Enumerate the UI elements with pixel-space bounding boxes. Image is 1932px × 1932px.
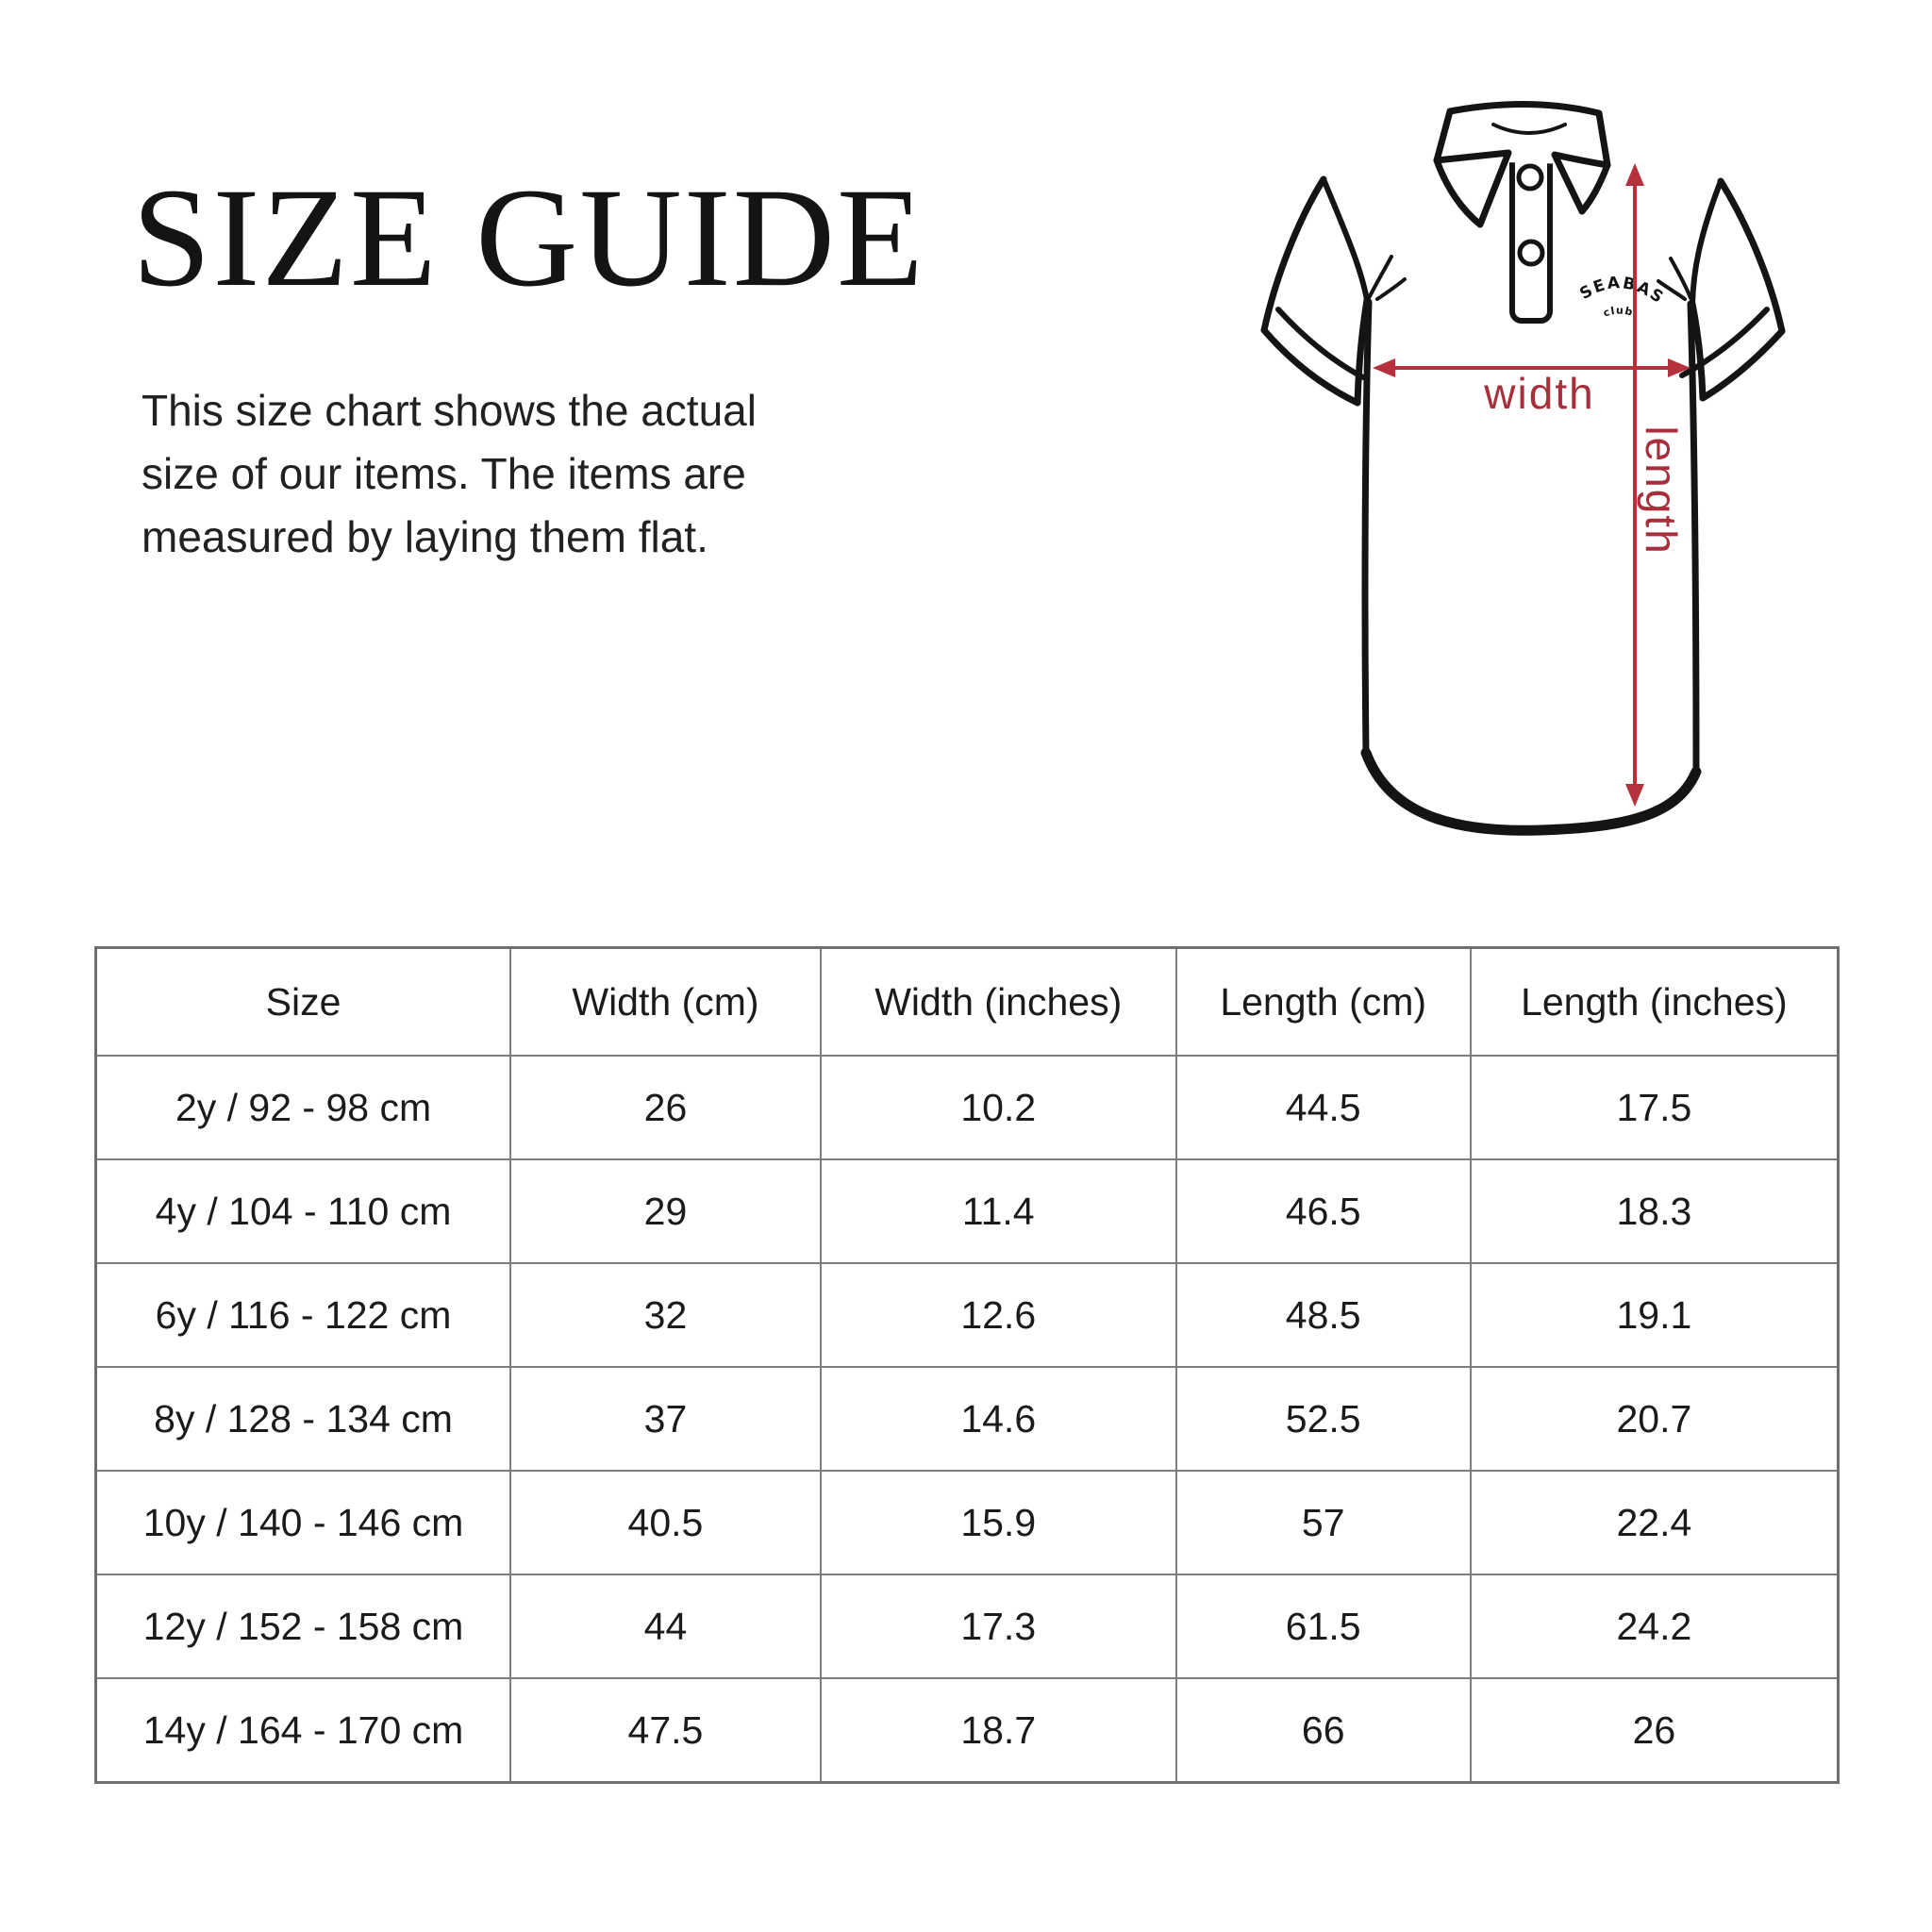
cell-width-in: 11.4 (819, 1158, 1177, 1264)
svg-text:club: club (1602, 305, 1635, 320)
right-sleeve-lower-edge (1689, 300, 1707, 402)
cell-length-in: 24.2 (1469, 1574, 1840, 1679)
cell-length-in: 18.3 (1469, 1158, 1840, 1264)
length-arrow (1625, 163, 1644, 807)
cell-width-in: 15.9 (819, 1470, 1177, 1575)
col-header-width-cm: Width (cm) (509, 946, 822, 1057)
cell-length-cm: 46.5 (1174, 1158, 1472, 1264)
cell-length-cm: 57 (1174, 1470, 1472, 1575)
cell-size: 4y / 104 - 110 cm (94, 1158, 512, 1264)
cell-width-in: 12.6 (819, 1262, 1177, 1368)
fold-line (1375, 277, 1407, 301)
cell-size: 14y / 164 - 170 cm (94, 1677, 512, 1784)
cell-length-cm: 61.5 (1174, 1574, 1472, 1679)
cell-length-cm: 44.5 (1174, 1055, 1472, 1160)
collar-band (1433, 100, 1611, 169)
left-armhole-seam (1321, 176, 1370, 303)
size-table-header-row: Size Width (cm) Width (inches) Length (c… (94, 946, 1840, 1057)
cell-length-in: 22.4 (1469, 1470, 1840, 1575)
cell-size: 6y / 116 - 122 cm (94, 1262, 512, 1368)
placket (1509, 146, 1553, 324)
cell-length-in: 19.1 (1469, 1262, 1840, 1368)
table-row: 8y / 128 - 134 cm 37 14.6 52.5 20.7 (94, 1366, 1840, 1472)
cell-length-in: 26 (1469, 1677, 1840, 1784)
cell-width-cm: 44 (509, 1574, 822, 1679)
cell-width-in: 10.2 (819, 1055, 1177, 1160)
table-row: 2y / 92 - 98 cm 26 10.2 44.5 17.5 (94, 1055, 1840, 1160)
cell-width-cm: 40.5 (509, 1470, 822, 1575)
description-line: measured by laying them flat. (142, 512, 708, 561)
body-left-side (1361, 298, 1373, 757)
width-arrow (1373, 358, 1690, 377)
cell-width-cm: 47.5 (509, 1677, 822, 1784)
cell-length-cm: 52.5 (1174, 1366, 1472, 1472)
col-header-length-inches: Length (inches) (1469, 946, 1840, 1057)
cell-width-in: 17.3 (819, 1574, 1177, 1679)
table-row: 14y / 164 - 170 cm 47.5 18.7 66 26 (94, 1677, 1840, 1784)
cell-size: 10y / 140 - 146 cm (94, 1470, 512, 1575)
collar-left-flap (1433, 149, 1512, 228)
cell-length-in: 17.5 (1469, 1055, 1840, 1160)
brand-logo-subtext: club (1602, 305, 1634, 320)
fold-line (1657, 279, 1687, 301)
cell-length-in: 20.7 (1469, 1366, 1840, 1472)
right-sleeve (1717, 177, 1786, 335)
col-header-width-inches: Width (inches) (819, 946, 1177, 1057)
cell-length-cm: 48.5 (1174, 1262, 1472, 1368)
left-sleeve (1260, 175, 1327, 334)
length-label: length (1637, 425, 1686, 555)
polo-shirt-outline (1260, 175, 1786, 836)
cell-width-in: 14.6 (819, 1366, 1177, 1472)
cell-size: 12y / 152 - 158 cm (94, 1574, 512, 1679)
cell-width-cm: 37 (509, 1366, 822, 1472)
fold-line (1669, 257, 1692, 300)
button (1516, 163, 1544, 192)
size-table: Size Width (cm) Width (inches) Length (c… (94, 946, 1840, 1784)
cell-size: 2y / 92 - 98 cm (94, 1055, 512, 1160)
button (1517, 239, 1545, 267)
table-row: 6y / 116 - 122 cm 32 12.6 48.5 19.1 (94, 1262, 1840, 1368)
polo-shirt-diagram: SEABASS club width length (1257, 94, 1786, 836)
hem (1360, 747, 1702, 836)
back-neckline (1491, 123, 1567, 135)
description-line: This size chart shows the actual (142, 386, 757, 435)
collar (1433, 100, 1611, 228)
measurement-annotations: width length (1373, 163, 1690, 807)
fold-line (1367, 255, 1393, 300)
left-sleeve-lower-edge (1354, 296, 1371, 407)
body-right-side (1687, 300, 1700, 775)
page-title: SIZE GUIDE (132, 159, 925, 316)
col-header-length-cm: Length (cm) (1174, 946, 1472, 1057)
col-header-size: Size (94, 946, 512, 1057)
table-row: 10y / 140 - 146 cm 40.5 15.9 57 22.4 (94, 1470, 1840, 1575)
width-label: width (1483, 369, 1594, 418)
cell-length-cm: 66 (1174, 1677, 1472, 1784)
right-cuff-opening (1699, 327, 1786, 402)
cell-size: 8y / 128 - 134 cm (94, 1366, 512, 1472)
left-cuff-opening (1260, 326, 1361, 407)
collar-right-flap (1551, 151, 1611, 215)
cell-width-in: 18.7 (819, 1677, 1177, 1784)
left-cuff-seam (1275, 307, 1366, 380)
table-row: 12y / 152 - 158 cm 44 17.3 61.5 24.2 (94, 1574, 1840, 1679)
cell-width-cm: 29 (509, 1158, 822, 1264)
cell-width-cm: 26 (509, 1055, 822, 1160)
description: This size chart shows the actual size of… (142, 379, 757, 569)
right-armhole-seam (1690, 178, 1724, 307)
table-row: 4y / 104 - 110 cm 29 11.4 46.5 18.3 (94, 1158, 1840, 1264)
description-line: size of our items. The items are (142, 449, 746, 498)
cell-width-cm: 32 (509, 1262, 822, 1368)
